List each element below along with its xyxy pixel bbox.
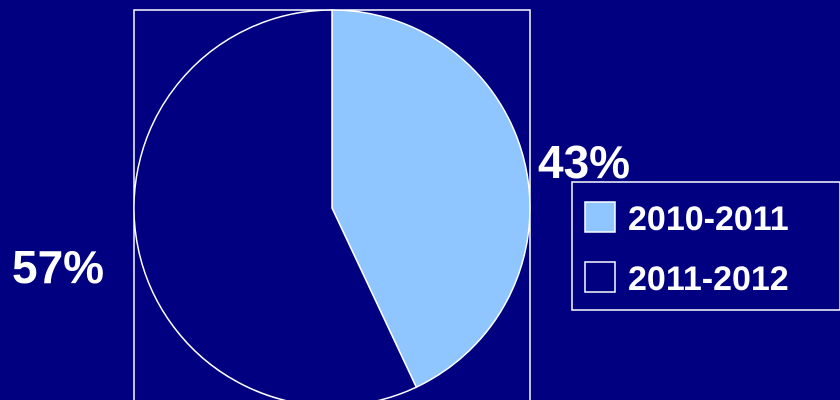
pie-slice-2011-2012 [133, 9, 418, 400]
legend-swatch-2011-2012 [584, 261, 616, 293]
slice-label-2011-2012: 57% [12, 241, 104, 293]
pie-slices [133, 9, 531, 400]
slice-label-2010-2011: 43% [538, 136, 630, 188]
legend-box [571, 181, 840, 311]
legend-label-2011-2012: 2011-2012 [628, 260, 789, 298]
legend-swatch-2010-2011 [584, 201, 616, 233]
legend-label-2010-2011: 2010-2011 [628, 200, 789, 238]
pie-slice-2010-2011 [331, 9, 531, 389]
legend: 2010-2011 2011-2012 [571, 181, 840, 311]
